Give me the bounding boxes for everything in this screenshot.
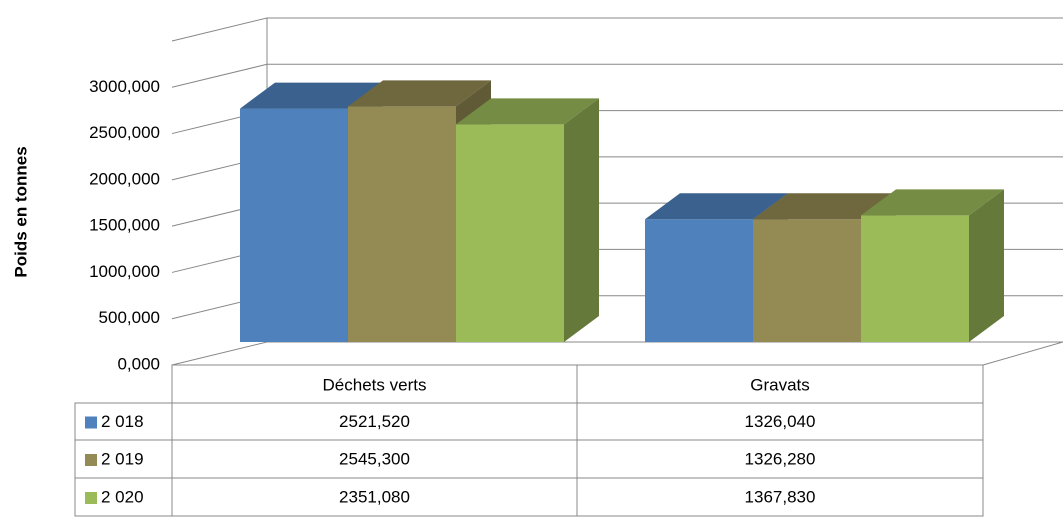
y-tick-label: 1000,000 [89, 262, 160, 281]
legend-label: 2 019 [101, 449, 144, 468]
y-tick-label: 1500,000 [89, 216, 160, 235]
y-tick-label: 2500,000 [89, 123, 160, 142]
bar-front [861, 215, 969, 342]
table-row [74, 402, 984, 441]
y-tick-label: 2000,000 [89, 169, 160, 188]
grid-line-side [171, 63, 268, 88]
bar-front [240, 108, 348, 343]
y-tick-label: 0,000 [117, 354, 160, 373]
y-axis-title: Poids en tonnes [11, 146, 30, 277]
y-tick-label: 3000,000 [89, 77, 160, 96]
floor-right [982, 341, 1063, 366]
legend-label: 2 020 [101, 487, 144, 506]
legend-swatch [85, 492, 97, 504]
table-value: 2521,520 [339, 412, 410, 431]
table-value: 1326,280 [745, 449, 816, 468]
y-tick-label: 500,000 [99, 308, 160, 327]
table-row [74, 439, 984, 479]
bar-top [753, 193, 896, 220]
table-value: 1367,830 [745, 487, 816, 506]
bar-front [348, 106, 456, 342]
table-value: 1326,040 [745, 412, 816, 431]
table-header: Déchets verts [323, 375, 427, 394]
table-value: 2351,080 [339, 487, 410, 506]
legend-label: 2 018 [101, 412, 144, 431]
bar-front [645, 219, 753, 342]
wall-top-side [171, 17, 268, 42]
table-header: Gravats [750, 375, 810, 394]
bar-front [753, 219, 861, 342]
bar-top [240, 82, 383, 109]
legend-swatch [85, 454, 97, 466]
table-value: 2545,300 [339, 449, 410, 468]
legend-swatch [85, 416, 97, 429]
bar-top [348, 80, 491, 107]
bar-side [969, 189, 1004, 342]
bar-top [645, 193, 788, 220]
bar-top [861, 189, 1004, 216]
bar-front [456, 124, 564, 342]
table-row [74, 477, 984, 517]
bar-side [564, 98, 599, 342]
grid-line-side [171, 341, 268, 366]
bar-top [456, 98, 599, 125]
